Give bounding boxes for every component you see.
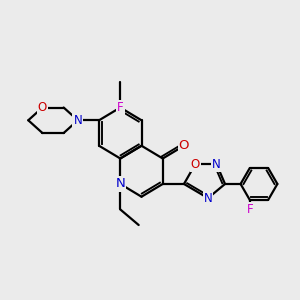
Text: N: N xyxy=(116,178,125,190)
Text: N: N xyxy=(204,192,212,205)
Text: O: O xyxy=(191,158,200,171)
Text: O: O xyxy=(179,139,189,152)
Text: O: O xyxy=(38,101,47,114)
Text: N: N xyxy=(212,158,221,171)
Text: N: N xyxy=(74,114,82,127)
Text: F: F xyxy=(247,203,253,216)
Text: F: F xyxy=(117,101,124,114)
